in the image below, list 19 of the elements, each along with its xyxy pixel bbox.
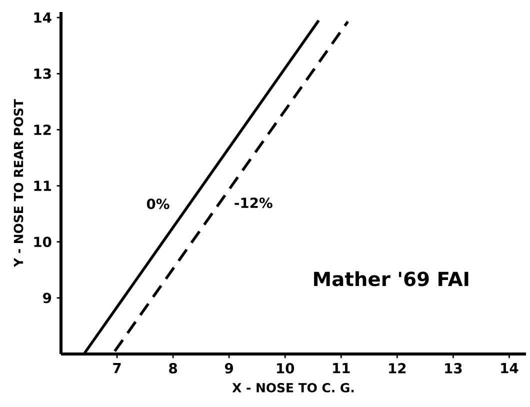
x-tick-label: 11 bbox=[333, 363, 350, 374]
x-tick-label: 9 bbox=[224, 363, 234, 374]
y-tick-label: 10 bbox=[34, 236, 52, 248]
series-label: 0% bbox=[146, 198, 170, 210]
y-tick-label: 14 bbox=[34, 12, 52, 23]
y-tick-label: 12 bbox=[34, 124, 51, 135]
x-tick-label: 14 bbox=[501, 363, 518, 374]
y-tick-label: 13 bbox=[34, 68, 51, 79]
annotation: Mather '69 FAI bbox=[314, 271, 468, 286]
y-axis-title: Y - NOSE TO REAR POST bbox=[14, 99, 24, 268]
x-tick-label: 8 bbox=[169, 363, 177, 374]
x-tick-label: 13 bbox=[445, 363, 462, 374]
x-tick-label: 12 bbox=[389, 363, 406, 374]
series-label: -12% bbox=[234, 198, 272, 208]
x-axis-title: X - NOSE TO C. G. bbox=[232, 383, 354, 392]
x-tick-label: 7 bbox=[113, 363, 121, 374]
y-tick-label: 9 bbox=[43, 292, 52, 304]
x-tick-label: 10 bbox=[277, 363, 294, 374]
y-tick-label: 11 bbox=[34, 180, 52, 191]
